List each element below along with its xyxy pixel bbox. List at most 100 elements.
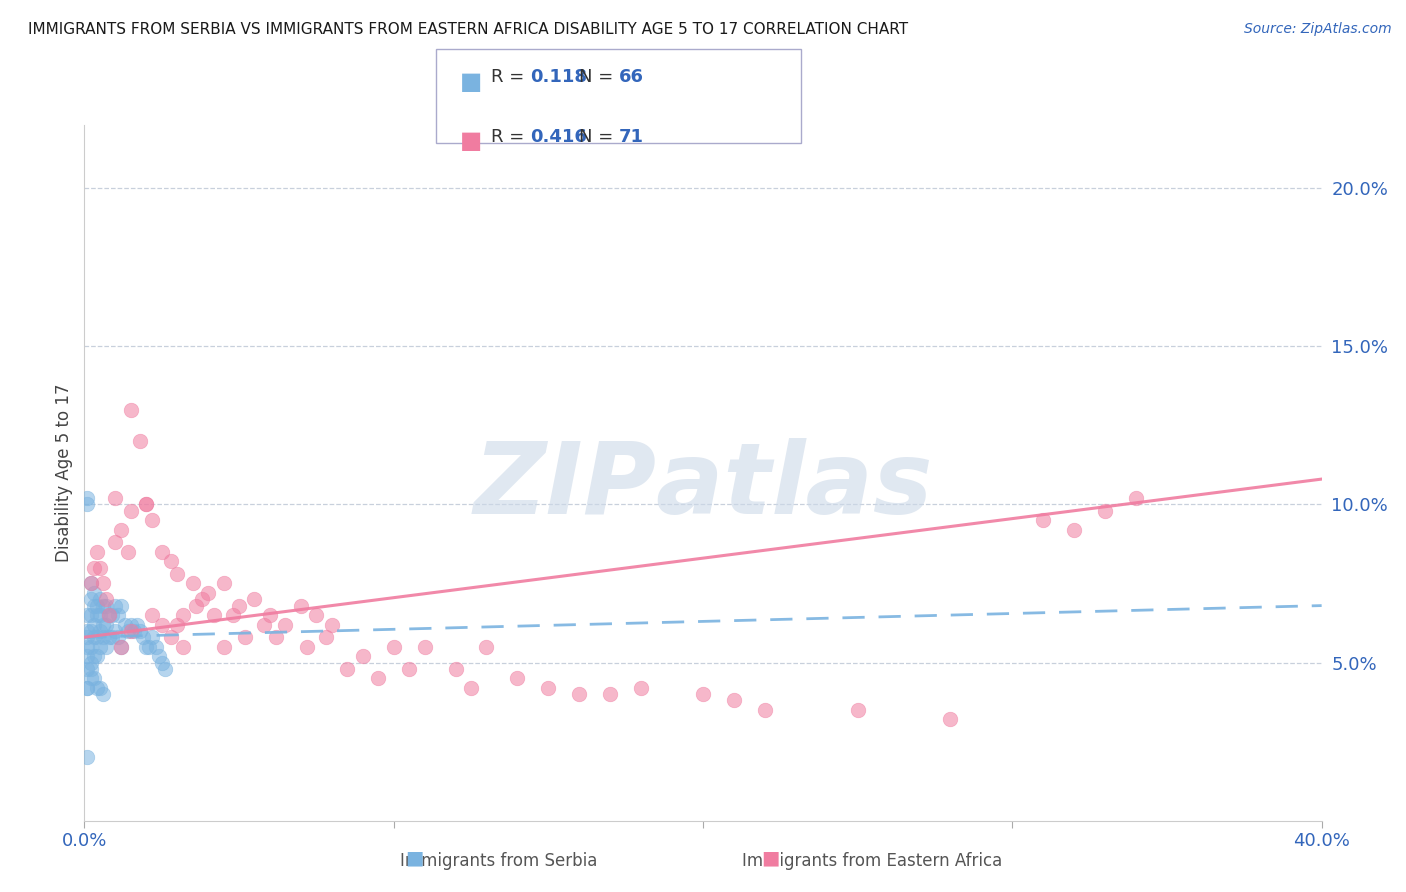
Point: [150, 617, 173, 632]
Point: [91, 687, 114, 701]
Text: IMMIGRANTS FROM SERBIA VS IMMIGRANTS FROM EASTERN AFRICA DISABILITY AGE 5 TO 17 : IMMIGRANTS FROM SERBIA VS IMMIGRANTS FRO…: [28, 22, 908, 37]
Point: [321, 617, 343, 632]
Text: ■: ■: [460, 70, 482, 94]
Point: [104, 535, 127, 549]
Point: [94, 592, 117, 607]
Point: [86, 681, 108, 695]
Point: [181, 576, 204, 591]
Point: [79, 656, 101, 670]
Point: [76, 662, 98, 676]
Point: [184, 599, 207, 613]
Point: [94, 599, 117, 613]
Point: [110, 640, 132, 654]
Point: [79, 640, 101, 654]
Point: [83, 649, 105, 664]
Point: [166, 566, 188, 581]
Point: [79, 592, 101, 607]
Point: [76, 630, 98, 644]
Point: [135, 640, 157, 654]
Point: [568, 687, 591, 701]
Point: [153, 662, 176, 676]
Point: [76, 624, 98, 638]
Point: [1125, 491, 1147, 505]
Point: [475, 640, 498, 654]
Point: [723, 693, 745, 707]
Point: [89, 681, 111, 695]
Point: [141, 608, 163, 623]
Point: [233, 630, 256, 644]
Point: [222, 608, 245, 623]
Point: [939, 713, 962, 727]
Point: [104, 624, 127, 638]
Point: [599, 687, 621, 701]
Point: [98, 630, 121, 644]
Point: [79, 624, 101, 638]
Point: [148, 649, 170, 664]
Point: [1063, 523, 1085, 537]
Point: [91, 576, 114, 591]
Point: [243, 592, 266, 607]
Point: [86, 599, 108, 613]
Point: [86, 608, 108, 623]
Point: [460, 681, 482, 695]
Point: [212, 576, 235, 591]
Point: [1094, 504, 1116, 518]
Point: [228, 599, 250, 613]
Point: [141, 630, 163, 644]
Point: [86, 545, 108, 559]
Text: 0.416: 0.416: [530, 128, 586, 145]
Point: [76, 681, 98, 695]
Point: [76, 640, 98, 654]
Point: [79, 662, 101, 676]
Point: [76, 491, 98, 505]
Point: [413, 640, 436, 654]
Point: [160, 554, 183, 568]
Point: [172, 640, 194, 654]
Point: [83, 560, 105, 574]
Text: R =: R =: [491, 128, 530, 145]
Point: [107, 630, 129, 644]
Text: R =: R =: [491, 68, 530, 86]
Point: [367, 671, 389, 685]
Point: [141, 513, 163, 527]
Point: [101, 630, 124, 644]
Point: [91, 630, 114, 644]
Point: [89, 560, 111, 574]
Point: [537, 681, 560, 695]
Point: [91, 617, 114, 632]
Point: [846, 703, 869, 717]
Point: [110, 523, 132, 537]
Point: [98, 608, 121, 623]
Point: [295, 640, 318, 654]
Point: [290, 599, 312, 613]
Point: [76, 750, 98, 764]
Point: [89, 592, 111, 607]
Point: [135, 497, 157, 511]
Text: N =: N =: [579, 128, 619, 145]
Point: [89, 624, 111, 638]
Point: [212, 640, 235, 654]
Point: [138, 640, 160, 654]
Point: [692, 687, 714, 701]
Text: N =: N =: [579, 68, 619, 86]
Point: [166, 617, 188, 632]
Point: [101, 608, 124, 623]
Point: [107, 608, 129, 623]
Y-axis label: Disability Age 5 to 17: Disability Age 5 to 17: [55, 384, 73, 562]
Point: [315, 630, 337, 644]
Point: [125, 617, 148, 632]
Text: Immigrants from Serbia: Immigrants from Serbia: [401, 852, 598, 870]
Point: [120, 504, 142, 518]
Point: [114, 617, 136, 632]
Point: [110, 599, 132, 613]
Text: ■: ■: [405, 848, 425, 867]
Point: [94, 640, 117, 654]
Point: [336, 662, 359, 676]
Point: [754, 703, 776, 717]
Point: [79, 608, 101, 623]
Point: [89, 608, 111, 623]
Text: 71: 71: [619, 128, 644, 145]
Point: [76, 649, 98, 664]
Point: [1032, 513, 1054, 527]
Point: [135, 497, 157, 511]
